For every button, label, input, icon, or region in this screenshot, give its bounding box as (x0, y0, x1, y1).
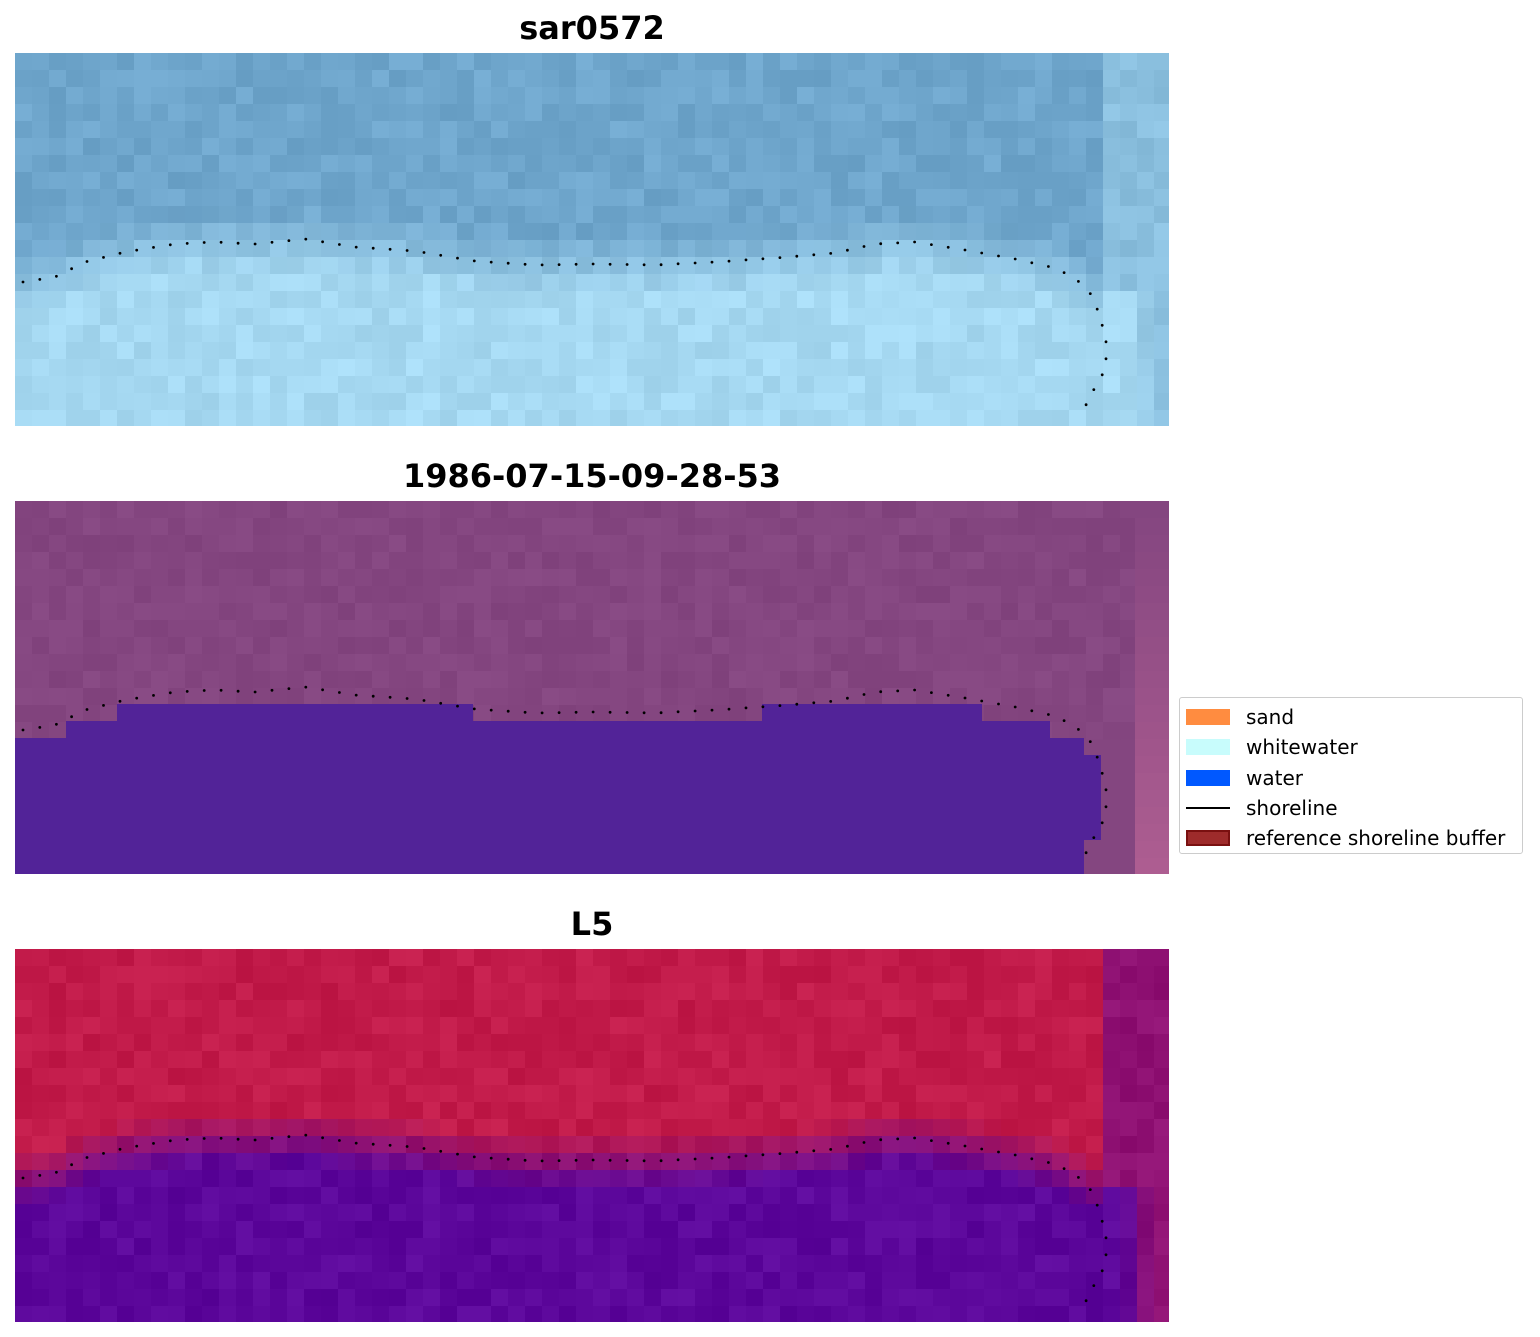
legend-label-shoreline: shoreline (1246, 796, 1338, 821)
legend-item-whitewater: whitewater (1180, 732, 1522, 762)
panel-title-rgb: sar0572 (519, 9, 665, 47)
rgb-image-panel (15, 53, 1169, 426)
panel-title-classified: 1986-07-15-09-28-53 (402, 457, 782, 495)
water-class-region (15, 704, 1101, 874)
water-swatch (1186, 769, 1230, 786)
sand-swatch (1186, 709, 1230, 726)
legend-item-buffer: reference shoreline buffer (1180, 823, 1522, 853)
classified-image-panel (15, 501, 1169, 874)
legend: sand whitewater water shoreline referenc… (1179, 697, 1523, 854)
legend-label-buffer: reference shoreline buffer (1246, 826, 1506, 851)
whitewater-swatch (1186, 739, 1230, 756)
legend-item-water: water (1180, 763, 1522, 793)
legend-item-shoreline: shoreline (1180, 793, 1522, 823)
shoreline-dots (21, 237, 1108, 407)
legend-label-water: water (1246, 765, 1303, 790)
shoreline-dots (21, 1133, 1108, 1303)
index-image-panel (15, 949, 1169, 1322)
legend-item-sand: sand (1180, 702, 1522, 732)
legend-label-sand: sand (1246, 705, 1295, 730)
buffer-swatch (1186, 830, 1230, 847)
legend-label-whitewater: whitewater (1246, 735, 1358, 760)
shoreline-line-swatch (1186, 807, 1230, 810)
panel-title-index: L5 (570, 905, 614, 943)
shoreline-dots (21, 685, 1108, 855)
